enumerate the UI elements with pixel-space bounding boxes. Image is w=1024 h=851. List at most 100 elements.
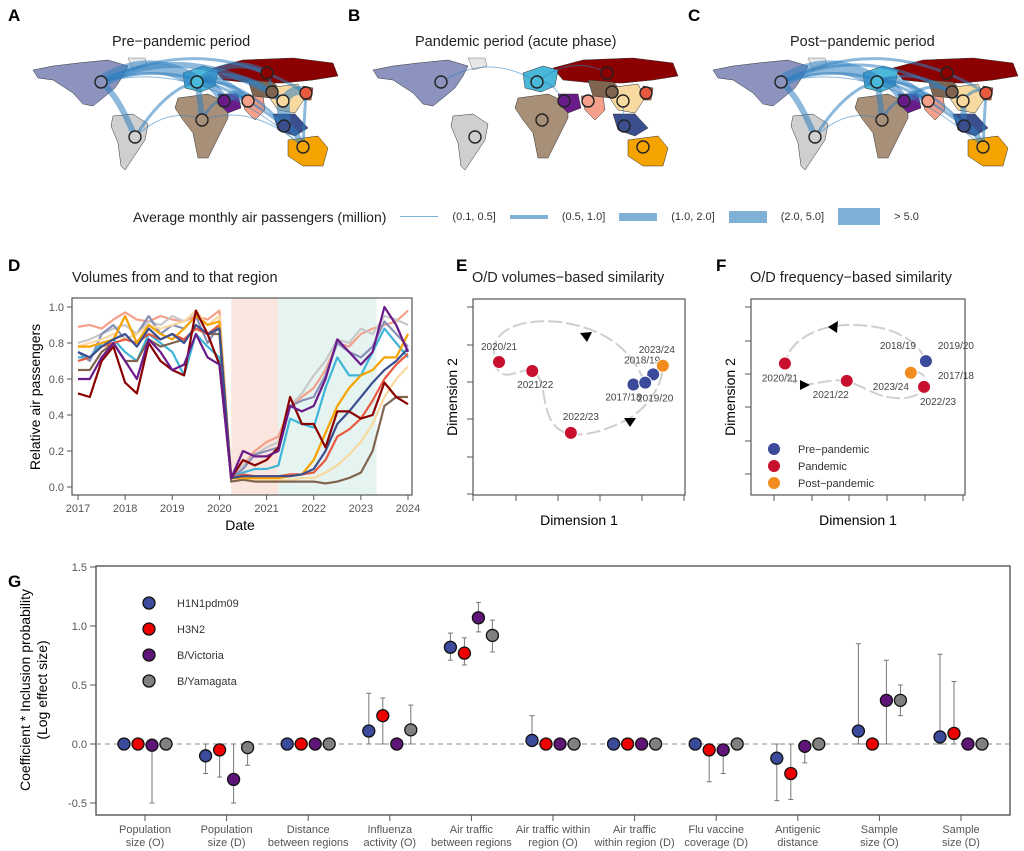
coefficient-point	[770, 751, 784, 765]
coefficient-point	[471, 611, 486, 625]
point-label: 2021/22	[813, 390, 850, 401]
coefficient-point	[947, 726, 961, 741]
data-point	[563, 425, 578, 440]
region-node	[468, 130, 482, 144]
legend-marker	[768, 443, 780, 455]
coefficient-point	[240, 740, 255, 755]
region-node	[434, 75, 448, 89]
coefficient-point	[865, 737, 880, 751]
legend-marker	[142, 674, 156, 688]
point-label: 2017/18	[605, 393, 642, 404]
arrow-icon	[580, 332, 592, 342]
chart-e: 2017/18 2018/19 2019/20 2020/21 2021/22 2022/…	[444, 298, 686, 528]
region-node	[241, 94, 255, 108]
plot-frame	[472, 298, 686, 496]
category-label: size (D)	[208, 837, 246, 849]
y-tick-label: 0.4	[49, 410, 64, 422]
y-tick-label: 0.2	[49, 446, 64, 458]
region-node	[976, 140, 990, 154]
data-point	[492, 355, 507, 369]
point-label: 2020/21	[481, 342, 518, 353]
air-traffic-arc	[440, 66, 538, 83]
region-node	[581, 94, 595, 108]
region-south-america	[450, 113, 489, 171]
region-node	[616, 94, 630, 108]
region-north-america	[372, 59, 469, 107]
y-tick-label: 0.8	[49, 338, 64, 350]
y-tick-label: 0.0	[72, 739, 87, 751]
air-traffic-arc	[201, 114, 304, 148]
region-node	[260, 66, 274, 80]
category-label: Distance	[287, 824, 330, 836]
air-traffic-arc	[194, 62, 270, 85]
coefficient-point	[784, 766, 798, 781]
legend-marker	[768, 477, 780, 489]
panel-label-e: E	[456, 256, 468, 275]
series-line	[77, 309, 409, 480]
data-point	[903, 365, 918, 380]
category-label: between regions	[431, 837, 512, 849]
y-axis-label: Coefficient * Inclusion probability	[17, 589, 33, 791]
series-line	[78, 327, 409, 480]
series-line	[77, 311, 409, 480]
x-tick-label: 2023	[349, 503, 373, 515]
legend-item: (2.0, 5.0]	[728, 210, 824, 223]
region-node	[870, 75, 884, 89]
coefficient-point	[812, 737, 826, 751]
point-label: 2022/23	[920, 397, 957, 408]
coefficient-point	[404, 723, 418, 737]
line-swatch	[838, 208, 881, 225]
coefficient-point	[879, 693, 894, 707]
x-axis-label: Dimension 1	[540, 512, 618, 528]
arrow-icon	[800, 380, 810, 390]
y-axis-label: Dimension 2	[722, 358, 738, 436]
coefficient-point	[620, 737, 635, 751]
arrow-icon	[828, 321, 838, 333]
category-label: Influenza	[367, 824, 413, 836]
air-traffic-arc	[779, 57, 988, 95]
x-tick-label: 2017	[66, 503, 90, 515]
region-node	[535, 113, 549, 127]
point-label: 2019/20	[938, 341, 975, 352]
chart-f: 2017/18 2018/19 2019/20 2020/21 2021/22 2022/…	[722, 298, 975, 528]
region-node	[956, 94, 970, 108]
category-label: distance	[777, 837, 818, 849]
chart-e-title: O/D volumes−based similarity	[472, 270, 665, 286]
coefficient-point	[893, 693, 908, 707]
legend-label: B/Yamagata	[177, 676, 238, 688]
world-map	[372, 57, 679, 171]
trajectory-path	[492, 320, 664, 436]
point-label: 2018/19	[624, 355, 661, 366]
region-node	[217, 94, 231, 108]
category-label: size (O)	[860, 837, 899, 849]
category-label: between regions	[268, 837, 349, 849]
category-label: Air traffic	[450, 824, 494, 836]
coefficient-point	[961, 737, 975, 751]
x-tick-label: 2019	[160, 503, 184, 515]
legend-item-label: > 5.0	[894, 210, 919, 223]
region-node	[190, 75, 204, 89]
y-tick-label: 0.5	[72, 680, 87, 692]
point-label: 2021/22	[517, 380, 554, 391]
region-node	[617, 119, 631, 133]
x-tick-label: 2022	[301, 503, 325, 515]
coefficient-point	[485, 628, 500, 643]
region-node	[636, 140, 650, 154]
coefficient-point	[145, 738, 159, 752]
coefficient-point	[457, 646, 472, 660]
legend-label: H3N2	[177, 624, 205, 636]
y-tick-label: 0.0	[49, 482, 64, 494]
y-tick-label: 1.5	[72, 562, 87, 574]
line-swatch	[509, 214, 548, 219]
region-node	[296, 140, 310, 154]
line-swatch	[400, 216, 439, 217]
region-south-america	[110, 113, 149, 171]
region-node	[299, 86, 313, 100]
point-label: 2019/20	[637, 394, 674, 405]
coefficient-point	[933, 730, 947, 744]
series-line	[78, 305, 410, 480]
series-line	[77, 323, 409, 480]
point-label: 2022/23	[563, 412, 600, 423]
chart-d-title: Volumes from and to that region	[72, 270, 278, 286]
